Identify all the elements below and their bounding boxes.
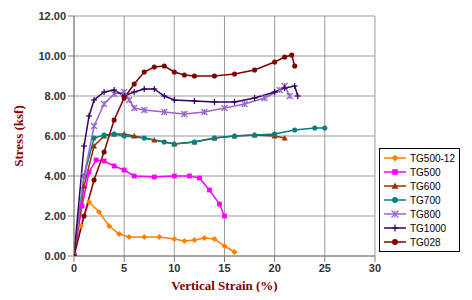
svg-text:0.00: 0.00 (45, 250, 66, 262)
svg-text:10: 10 (168, 262, 180, 274)
svg-text:4.00: 4.00 (45, 170, 66, 182)
html-text:TG600: TG600 (410, 180, 441, 192)
svg-text:5: 5 (121, 262, 127, 274)
svg-text:Vertical Strain (%): Vertical Strain (%) (171, 278, 277, 292)
svg-text:20: 20 (269, 262, 281, 274)
svg-text:10.00: 10.00 (38, 50, 66, 62)
html-text:TG028: TG028 (410, 236, 441, 248)
svg-text:25: 25 (319, 262, 331, 274)
html-text:TG500: TG500 (410, 166, 441, 178)
html-text:TG800: TG800 (410, 208, 441, 220)
svg-text:Stress (ksf): Stress (ksf) (11, 105, 26, 167)
html-text:TG1000: TG1000 (410, 222, 447, 234)
svg-text:15: 15 (218, 262, 230, 274)
svg-text:6.00: 6.00 (45, 130, 66, 142)
svg-text:2.00: 2.00 (45, 210, 66, 222)
html-text:TG500-12: TG500-12 (410, 152, 455, 164)
svg-text:12.00: 12.00 (38, 10, 66, 22)
svg-text:8.00: 8.00 (45, 90, 66, 102)
svg-text:0: 0 (71, 262, 77, 274)
html-text:TG700: TG700 (410, 194, 441, 206)
svg-text:30: 30 (369, 262, 381, 274)
